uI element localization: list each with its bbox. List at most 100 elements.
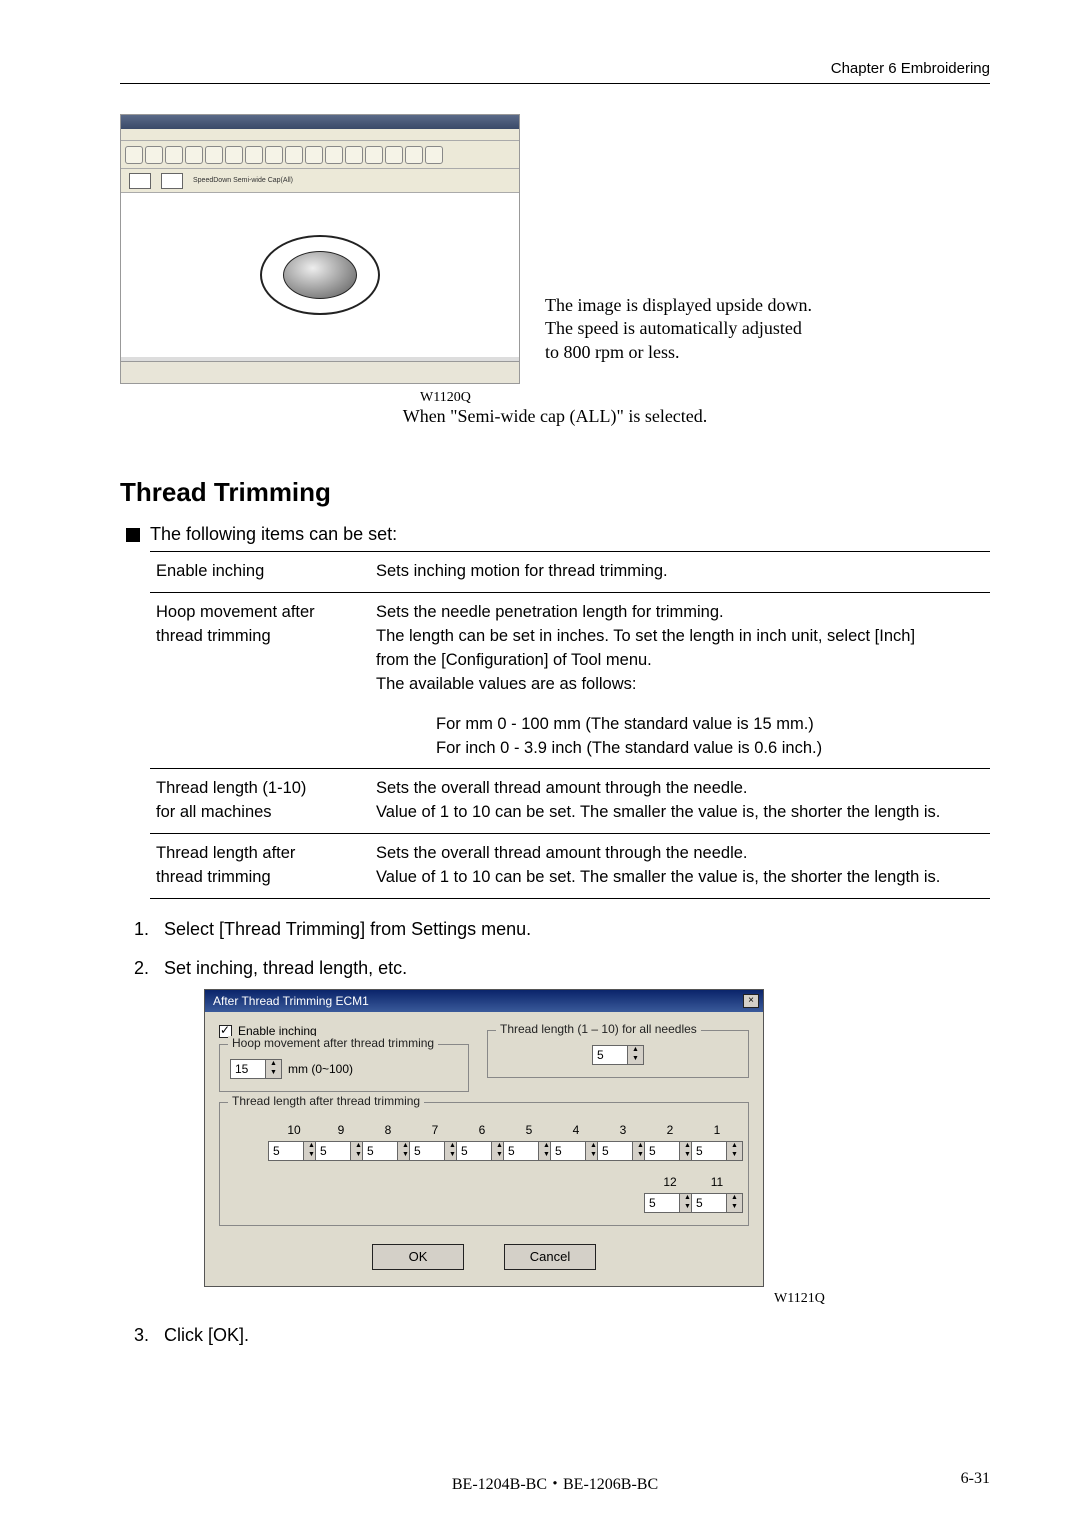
step-item: Set inching, thread length, etc. After T… <box>154 958 990 1307</box>
needle-column: 35▲▼ <box>602 1123 644 1161</box>
needle-column: 105▲▼ <box>273 1123 315 1161</box>
step-item: Click [OK]. <box>154 1325 990 1346</box>
tool-icon <box>245 146 263 164</box>
row-label-line: thread trimming <box>156 868 271 886</box>
needle-value: 5 <box>645 1194 679 1212</box>
row-desc-sub: For mm 0 - 100 mm (The standard value is… <box>370 705 990 769</box>
dialog-titlebar: After Thread Trimming ECM1 × <box>205 990 763 1012</box>
needle-number: 8 <box>385 1123 392 1137</box>
embroidery-outline <box>260 235 380 315</box>
needle-value-input[interactable]: 5▲▼ <box>315 1141 367 1161</box>
note-line: The speed is automatically adjusted <box>545 317 812 340</box>
thread-trimming-dialog: After Thread Trimming ECM1 × Enable inch… <box>204 989 764 1287</box>
close-icon[interactable]: × <box>743 994 759 1008</box>
embroidery-fill <box>283 251 357 299</box>
desc-line: Sets the overall thread amount through t… <box>376 779 748 797</box>
tool-icon <box>405 146 423 164</box>
needle-value: 5 <box>457 1142 491 1160</box>
group-label: Thread length (1 – 10) for all needles <box>496 1022 701 1036</box>
group-label: Hoop movement after thread trimming <box>228 1036 438 1050</box>
needle-value: 5 <box>410 1142 444 1160</box>
dialog-title: After Thread Trimming ECM1 <box>213 994 369 1008</box>
figure-code: W1120Q <box>420 390 990 406</box>
row-label: Hoop movement after thread trimming <box>150 592 370 704</box>
spin-down-icon[interactable]: ▼ <box>265 1069 281 1078</box>
spin-up-icon[interactable]: ▲ <box>265 1060 281 1069</box>
hoop-value-input[interactable]: 15 ▲▼ <box>230 1059 282 1079</box>
needle-value-input[interactable]: 5▲▼ <box>691 1141 743 1161</box>
needle-number: 10 <box>287 1123 300 1137</box>
app-titlebar <box>121 115 519 129</box>
needle-value-input[interactable]: 5▲▼ <box>550 1141 602 1161</box>
thread-length-after-group: Thread length after thread trimming 105▲… <box>219 1102 749 1226</box>
needle-number: 12 <box>663 1175 676 1189</box>
needle-number: 5 <box>526 1123 533 1137</box>
tool-icon <box>165 146 183 164</box>
needle-value-input[interactable]: 5▲▼ <box>362 1141 414 1161</box>
needle-value-input[interactable]: 5▲▼ <box>456 1141 508 1161</box>
tool-icon <box>265 146 283 164</box>
app-menubar <box>121 129 519 141</box>
desc-line: Sets the needle penetration length for t… <box>376 603 724 621</box>
step-text: Set inching, thread length, etc. <box>164 958 407 978</box>
needle-value-input[interactable]: 5▲▼ <box>503 1141 555 1161</box>
hoop-movement-group: Hoop movement after thread trimming 15 ▲… <box>219 1044 469 1092</box>
tool-icon <box>325 146 343 164</box>
needle-value: 5 <box>645 1142 679 1160</box>
app-subbar: SpeedDown Semi-wide Cap(All) <box>121 169 519 193</box>
needle-number: 6 <box>479 1123 486 1137</box>
footer-page-number: 6-31 <box>961 1470 990 1488</box>
thread-length-all-group: Thread length (1 – 10) for all needles 5… <box>487 1030 749 1078</box>
spin-down-icon[interactable]: ▼ <box>726 1151 742 1160</box>
needle-number: 7 <box>432 1123 439 1137</box>
needle-value: 5 <box>316 1142 350 1160</box>
thread-length-all-input[interactable]: 5 ▲▼ <box>592 1045 644 1065</box>
desc-line: Sets the overall thread amount through t… <box>376 844 748 862</box>
needle-value-input[interactable]: 5▲▼ <box>268 1141 320 1161</box>
spin-down-icon[interactable]: ▼ <box>627 1055 643 1064</box>
row-desc: Sets the needle penetration length for t… <box>370 592 990 704</box>
tool-icon <box>145 146 163 164</box>
needle-value-input[interactable]: 5▲▼ <box>644 1193 696 1213</box>
needle-value: 5 <box>504 1142 538 1160</box>
needle-number: 1 <box>714 1123 721 1137</box>
subbar-text: SpeedDown Semi-wide Cap(All) <box>193 177 293 184</box>
needle-value: 5 <box>692 1142 726 1160</box>
note-line: to 800 rpm or less. <box>545 341 812 364</box>
needle-column: 95▲▼ <box>320 1123 362 1161</box>
figure-side-note: The image is displayed upside down. The … <box>545 294 812 384</box>
bullet-icon <box>126 528 140 542</box>
row-label-line: Thread length (1-10) <box>156 779 306 797</box>
needle-number: 3 <box>620 1123 627 1137</box>
row-label: Enable inching <box>150 552 370 593</box>
hoop-range: mm (0~100) <box>288 1062 353 1076</box>
spin-up-icon[interactable]: ▲ <box>726 1194 742 1203</box>
spin-up-icon[interactable]: ▲ <box>627 1046 643 1055</box>
bullet-text: The following items can be set: <box>150 524 397 545</box>
step-item: Select [Thread Trimming] from Settings m… <box>154 919 990 940</box>
tool-icon <box>205 146 223 164</box>
cancel-button[interactable]: Cancel <box>504 1244 596 1270</box>
desc-line: Value of 1 to 10 can be set. The smaller… <box>376 868 940 886</box>
figure-code: W1121Q <box>774 1291 990 1307</box>
tool-icon <box>225 146 243 164</box>
thread-length-all-value: 5 <box>593 1046 627 1064</box>
needle-value-input[interactable]: 5▲▼ <box>597 1141 649 1161</box>
needle-value-input[interactable]: 5▲▼ <box>691 1193 743 1213</box>
desc-line: Value of 1 to 10 can be set. The smaller… <box>376 803 940 821</box>
needle-column: 125▲▼ <box>649 1175 691 1213</box>
row-label: Thread length after thread trimming <box>150 834 370 899</box>
app-screenshot-1: SpeedDown Semi-wide Cap(All) <box>120 114 520 384</box>
needle-value-input[interactable]: 5▲▼ <box>409 1141 461 1161</box>
needle-number: 9 <box>338 1123 345 1137</box>
needle-value: 5 <box>551 1142 585 1160</box>
app-statusbar <box>121 361 519 383</box>
tool-icon <box>285 146 303 164</box>
spin-down-icon[interactable]: ▼ <box>726 1203 742 1212</box>
spin-up-icon[interactable]: ▲ <box>726 1142 742 1151</box>
needle-value-input[interactable]: 5▲▼ <box>644 1141 696 1161</box>
ok-button[interactable]: OK <box>372 1244 464 1270</box>
step-list: Select [Thread Trimming] from Settings m… <box>120 919 990 1346</box>
tool-icon <box>305 146 323 164</box>
figure-caption: When "Semi-wide cap (ALL)" is selected. <box>120 406 990 427</box>
